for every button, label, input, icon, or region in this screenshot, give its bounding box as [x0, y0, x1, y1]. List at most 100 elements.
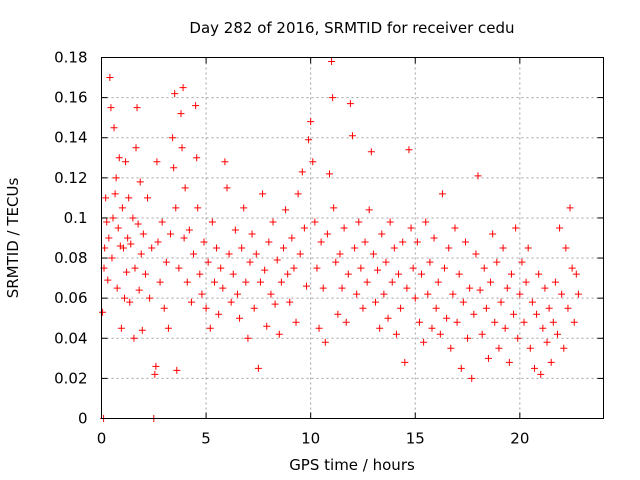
data-point — [170, 164, 178, 172]
data-point — [510, 310, 518, 318]
data-point — [273, 256, 281, 264]
data-point — [551, 278, 559, 286]
data-point — [315, 324, 323, 332]
data-point — [547, 358, 555, 366]
data-point — [539, 324, 547, 332]
data-point — [215, 310, 223, 318]
data-point — [254, 364, 262, 372]
data-point — [200, 238, 208, 246]
data-point — [104, 276, 112, 284]
data-point — [472, 250, 480, 258]
data-point — [390, 244, 398, 252]
data-point — [388, 278, 396, 286]
data-point — [478, 330, 486, 338]
data-point — [323, 230, 331, 238]
data-point — [225, 250, 233, 258]
data-point — [405, 146, 413, 154]
data-point — [367, 148, 375, 156]
data-point — [300, 224, 308, 232]
data-point — [528, 298, 536, 306]
data-point — [541, 284, 549, 292]
data-point — [219, 284, 227, 292]
data-point — [307, 118, 315, 126]
data-point — [229, 270, 237, 278]
data-point — [505, 358, 513, 366]
data-point — [317, 238, 325, 246]
data-point — [193, 154, 201, 162]
data-point — [568, 264, 576, 272]
data-point — [422, 218, 430, 226]
data-point — [124, 234, 132, 242]
data-point — [560, 344, 568, 352]
data-point — [338, 284, 346, 292]
data-point — [130, 334, 138, 342]
data-point — [183, 278, 191, 286]
data-point — [244, 334, 252, 342]
data-point — [154, 238, 162, 246]
data-point — [424, 290, 432, 298]
data-point — [482, 304, 490, 312]
data-point — [217, 264, 225, 272]
data-point — [192, 102, 200, 110]
data-point — [233, 290, 241, 298]
data-point — [476, 286, 484, 294]
data-point — [138, 326, 146, 334]
data-point — [574, 290, 582, 298]
data-point — [252, 250, 260, 258]
data-point — [121, 294, 129, 302]
data-point — [115, 154, 123, 162]
data-point — [418, 270, 426, 278]
data-point — [353, 290, 361, 298]
data-point — [420, 338, 428, 346]
y-tick-label: 0.06 — [54, 289, 87, 307]
data-point — [374, 266, 382, 274]
data-point — [284, 270, 292, 278]
data-point — [179, 84, 187, 92]
data-point — [461, 238, 469, 246]
y-axis-label: SRMTID / TECUs — [4, 178, 22, 299]
data-point — [346, 100, 354, 108]
data-point — [466, 284, 474, 292]
data-point — [535, 270, 543, 278]
data-point — [355, 218, 363, 226]
data-point — [386, 218, 394, 226]
data-point — [246, 258, 254, 266]
data-point — [455, 270, 463, 278]
data-point — [256, 278, 264, 286]
data-point — [436, 330, 444, 338]
data-point — [204, 258, 212, 266]
data-point — [570, 318, 578, 326]
data-point — [553, 330, 561, 338]
data-point — [518, 258, 526, 266]
data-point — [329, 94, 337, 102]
data-point — [180, 234, 188, 242]
data-point — [384, 314, 392, 322]
data-point — [453, 318, 461, 326]
data-point — [151, 370, 159, 378]
data-point — [558, 290, 566, 298]
data-point — [122, 158, 130, 166]
data-point — [112, 174, 120, 182]
data-point — [313, 264, 321, 272]
data-point — [133, 104, 141, 112]
x-axis-label: GPS time / hours — [289, 456, 415, 474]
data-point — [572, 270, 580, 278]
data-point — [148, 244, 156, 252]
y-tick-label: 0 — [78, 410, 88, 428]
data-point — [118, 204, 126, 212]
data-point — [109, 214, 117, 222]
data-point — [298, 168, 306, 176]
data-point — [363, 278, 371, 286]
data-point — [428, 324, 436, 332]
data-point — [501, 324, 509, 332]
data-point — [512, 224, 520, 232]
data-point — [111, 190, 119, 198]
data-point — [162, 258, 170, 266]
data-point — [378, 230, 386, 238]
data-point — [516, 290, 524, 298]
data-point — [413, 238, 421, 246]
data-point — [286, 298, 294, 306]
data-point — [357, 264, 365, 272]
